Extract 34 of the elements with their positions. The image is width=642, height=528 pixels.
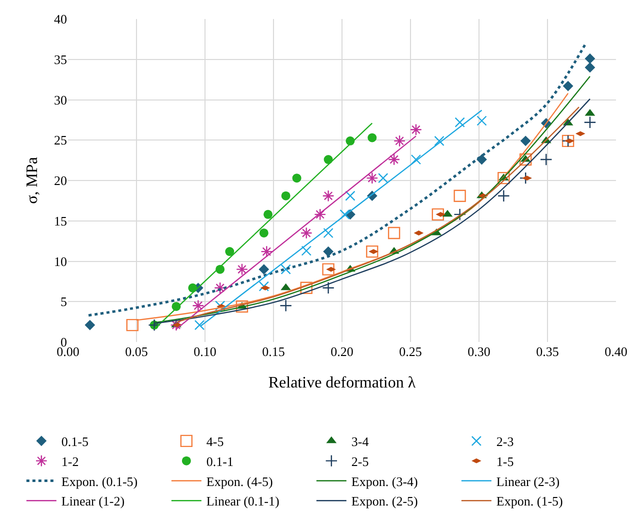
legend-label: 2-3 [496,434,514,449]
x-tick-label: 0.25 [399,344,422,359]
x-tick-label: 0.10 [194,344,216,359]
y-tick-label: 10 [54,254,67,269]
legend-label: 1-2 [61,454,79,469]
y-tick-label: 20 [54,173,67,188]
legend-label: Expon. (2-5) [351,494,418,509]
y-tick-label: 15 [54,213,67,228]
legend-label: Expon. (1-5) [496,494,563,509]
legend-label: Linear (1-2) [61,494,125,509]
legend-label: 1-5 [496,454,514,469]
x-tick-label: 0.35 [536,344,559,359]
legend-label: 2-5 [351,454,369,469]
legend-label: Expon. (3-4) [351,474,418,489]
y-axis-title: σ, MPa [24,157,41,204]
legend-label: Linear (0.1-1) [206,494,280,509]
legend-label: 3-4 [351,434,370,449]
x-tick-label: 0.05 [125,344,148,359]
y-tick-label: 40 [54,12,67,27]
x-tick-label: 0.40 [604,344,628,359]
y-tick-label: 35 [54,52,67,67]
y-tick-label: 25 [54,132,67,148]
legend-label: 0.1-5 [61,434,89,449]
legend-label: Expon. (4-5) [206,474,273,489]
y-tick-label: 30 [54,92,67,108]
legend-label: Linear (2-3) [496,474,560,489]
x-axis-title: Relative deformation λ [268,374,416,392]
legend-label: 0.1-1 [206,454,234,469]
legend-label: Expon. (0.1-5) [61,474,138,489]
x-tick-label: 0.15 [262,344,285,359]
y-tick-label: 5 [60,294,67,310]
x-tick-label: 0.30 [468,344,490,359]
legend-label: 4-5 [206,434,224,449]
x-tick-label: 0.20 [330,344,354,359]
